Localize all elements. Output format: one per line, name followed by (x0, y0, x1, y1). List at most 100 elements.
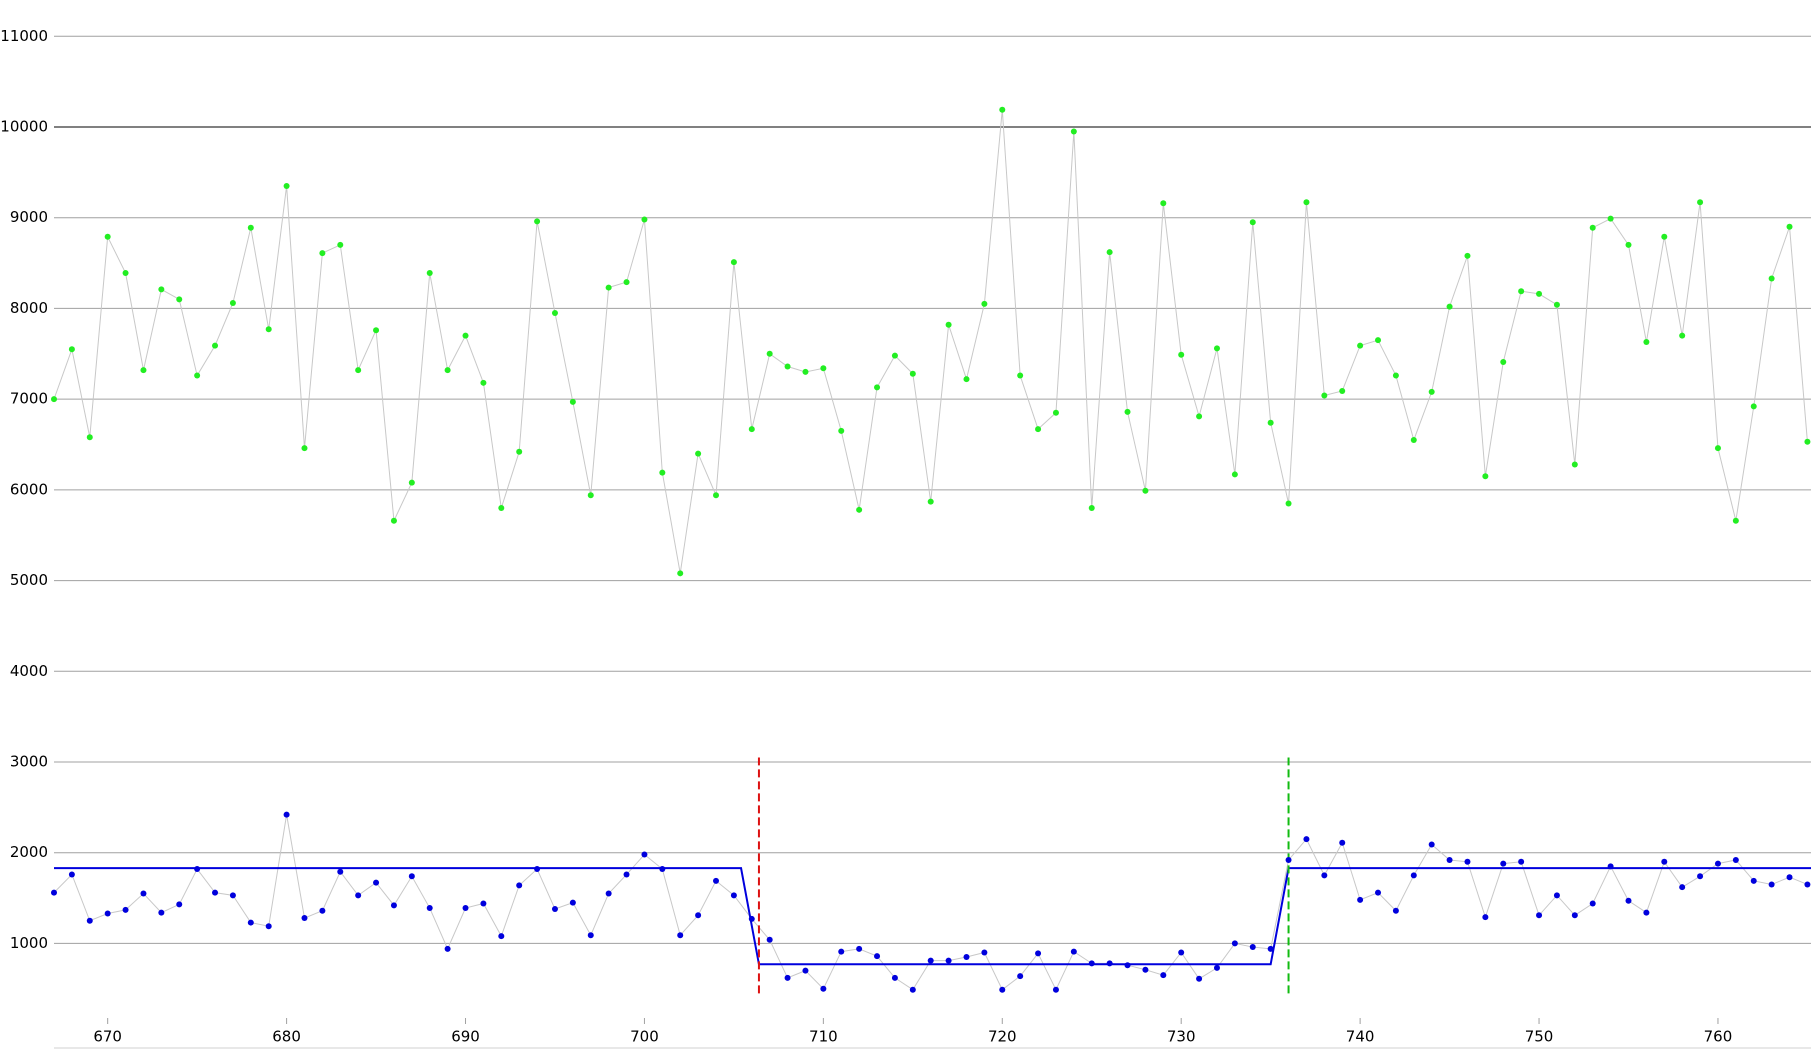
point (874, 953, 881, 960)
point (1160, 200, 1167, 207)
point (909, 986, 916, 993)
point (1106, 960, 1113, 967)
point (1035, 950, 1042, 957)
point (158, 286, 165, 293)
point (1464, 252, 1471, 259)
x-tick-label: 740 (1346, 1028, 1375, 1046)
point (677, 570, 684, 577)
point (820, 985, 827, 992)
point (1321, 392, 1328, 399)
point (373, 879, 380, 886)
point (1196, 413, 1203, 420)
x-tick-label: 700 (630, 1028, 659, 1046)
point (534, 866, 541, 873)
point (981, 949, 988, 956)
point (212, 342, 219, 349)
point (1536, 912, 1543, 919)
point (874, 384, 881, 391)
point (1697, 199, 1704, 206)
point (981, 300, 988, 307)
point (748, 426, 755, 433)
y-tick-label: 10000 (0, 118, 48, 136)
point (86, 434, 93, 441)
point (1768, 275, 1775, 282)
y-tick-label: 11000 (0, 27, 48, 45)
point (1142, 966, 1149, 973)
x-tick-label: 750 (1525, 1028, 1554, 1046)
point (1339, 839, 1346, 846)
point (784, 363, 791, 370)
point (480, 900, 487, 907)
point (1267, 945, 1274, 952)
point (551, 309, 558, 316)
point (659, 866, 666, 873)
point (1482, 914, 1489, 921)
point (963, 954, 970, 961)
point (283, 182, 290, 189)
point (1052, 986, 1059, 993)
point (1142, 487, 1149, 494)
point (1106, 249, 1113, 256)
point (1786, 223, 1793, 230)
x-tick-label: 710 (809, 1028, 838, 1046)
point (1625, 897, 1632, 904)
point (158, 909, 165, 916)
point (390, 517, 397, 524)
point (355, 892, 362, 899)
point (1339, 387, 1346, 394)
point (1464, 858, 1471, 865)
point (1518, 858, 1525, 865)
point (695, 912, 702, 919)
point (1500, 860, 1507, 867)
point (623, 279, 630, 286)
x-tick-label: 690 (451, 1028, 480, 1046)
point (1446, 856, 1453, 863)
point (1285, 500, 1292, 507)
point (569, 398, 576, 405)
point (140, 890, 147, 897)
point (1625, 241, 1632, 248)
point (695, 450, 702, 457)
point (838, 427, 845, 434)
point (1285, 856, 1292, 863)
point (1178, 351, 1185, 358)
point (337, 868, 344, 875)
point (176, 296, 183, 303)
point (891, 974, 898, 981)
point (1160, 972, 1167, 979)
point (247, 224, 254, 231)
point (408, 479, 415, 486)
point (945, 321, 952, 328)
point (51, 889, 57, 896)
point (1213, 345, 1220, 352)
point (1804, 438, 1811, 445)
point (1500, 358, 1507, 365)
point (1196, 975, 1203, 982)
point (1375, 337, 1382, 344)
point (1428, 388, 1435, 395)
x-tick-label: 670 (93, 1028, 122, 1046)
point (1357, 896, 1364, 903)
point (1714, 445, 1721, 452)
point (748, 915, 755, 922)
point (1679, 884, 1686, 891)
point (1714, 860, 1721, 867)
point (784, 974, 791, 981)
point (408, 873, 415, 880)
point (1303, 836, 1310, 843)
point (1410, 436, 1417, 443)
point (1017, 372, 1024, 379)
point (194, 372, 201, 379)
point (1357, 342, 1364, 349)
point (1482, 473, 1489, 480)
point (1518, 288, 1525, 295)
point (1768, 881, 1775, 888)
point (319, 907, 326, 914)
point (1070, 128, 1077, 135)
series-line (54, 867, 1811, 966)
point (1732, 517, 1739, 524)
point (1035, 426, 1042, 433)
point (945, 957, 952, 964)
